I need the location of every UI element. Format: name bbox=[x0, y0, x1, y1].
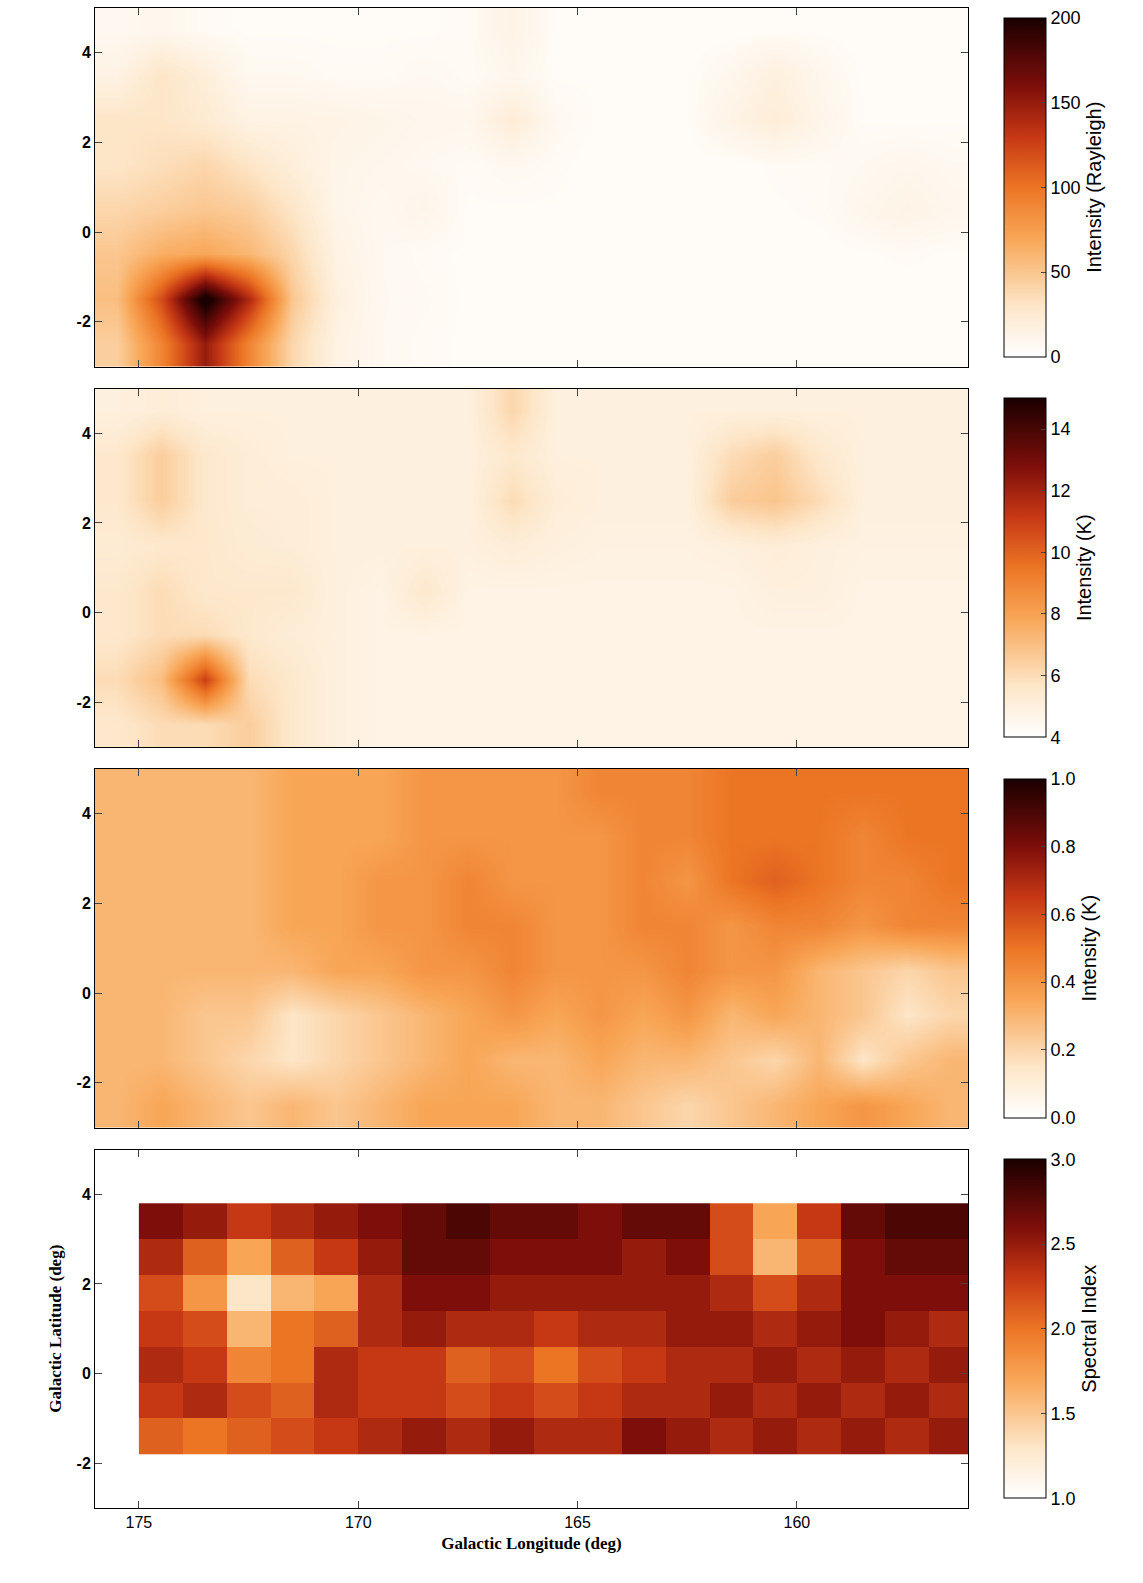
svg-text:2: 2 bbox=[82, 1276, 91, 1293]
svg-text:Spectral Index: Spectral Index bbox=[1078, 1265, 1100, 1393]
svg-text:175: 175 bbox=[126, 1514, 153, 1531]
svg-text:160: 160 bbox=[784, 1514, 811, 1531]
svg-text:0: 0 bbox=[82, 985, 91, 1002]
svg-text:4: 4 bbox=[82, 425, 91, 442]
svg-text:0: 0 bbox=[1051, 347, 1061, 367]
svg-text:-2: -2 bbox=[77, 1074, 91, 1091]
svg-text:4: 4 bbox=[82, 1186, 91, 1203]
svg-text:Galactic Latitude (deg): Galactic Latitude (deg) bbox=[46, 1245, 65, 1413]
svg-text:4: 4 bbox=[82, 805, 91, 822]
svg-text:2: 2 bbox=[82, 515, 91, 532]
svg-text:10: 10 bbox=[1051, 543, 1071, 563]
svg-text:4: 4 bbox=[82, 44, 91, 61]
svg-text:Intensity (Rayleigh): Intensity (Rayleigh) bbox=[1083, 102, 1105, 273]
svg-text:14: 14 bbox=[1051, 419, 1071, 439]
svg-text:0.6: 0.6 bbox=[1051, 905, 1076, 925]
svg-text:0.4: 0.4 bbox=[1051, 972, 1076, 992]
svg-text:2.0: 2.0 bbox=[1051, 1319, 1076, 1339]
svg-text:0: 0 bbox=[82, 604, 91, 621]
svg-text:1.5: 1.5 bbox=[1051, 1404, 1076, 1424]
svg-text:2: 2 bbox=[82, 895, 91, 912]
svg-text:Galactic Longitude (deg): Galactic Longitude (deg) bbox=[441, 1534, 621, 1553]
svg-text:0.0: 0.0 bbox=[1051, 1108, 1076, 1128]
svg-text:0: 0 bbox=[82, 224, 91, 241]
svg-text:1.0: 1.0 bbox=[1051, 769, 1076, 789]
svg-text:2.5: 2.5 bbox=[1051, 1234, 1076, 1254]
svg-text:200: 200 bbox=[1051, 8, 1081, 28]
svg-text:2: 2 bbox=[82, 134, 91, 151]
svg-text:165: 165 bbox=[564, 1514, 591, 1531]
svg-text:Intensity (K): Intensity (K) bbox=[1073, 514, 1095, 621]
svg-text:-2: -2 bbox=[77, 1455, 91, 1472]
svg-text:-2: -2 bbox=[77, 694, 91, 711]
svg-text:150: 150 bbox=[1051, 93, 1081, 113]
svg-text:0.8: 0.8 bbox=[1051, 837, 1076, 857]
svg-text:0.2: 0.2 bbox=[1051, 1040, 1076, 1060]
svg-text:4: 4 bbox=[1051, 728, 1061, 748]
svg-text:6: 6 bbox=[1051, 666, 1061, 686]
svg-text:170: 170 bbox=[345, 1514, 372, 1531]
svg-text:-2: -2 bbox=[77, 313, 91, 330]
svg-text:12: 12 bbox=[1051, 481, 1071, 501]
svg-text:0: 0 bbox=[82, 1365, 91, 1382]
svg-text:50: 50 bbox=[1051, 262, 1071, 282]
svg-text:3.0: 3.0 bbox=[1051, 1150, 1076, 1170]
svg-text:1.0: 1.0 bbox=[1051, 1489, 1076, 1509]
svg-text:8: 8 bbox=[1051, 604, 1061, 624]
svg-text:100: 100 bbox=[1051, 178, 1081, 198]
svg-text:Intensity (K): Intensity (K) bbox=[1078, 895, 1100, 1002]
